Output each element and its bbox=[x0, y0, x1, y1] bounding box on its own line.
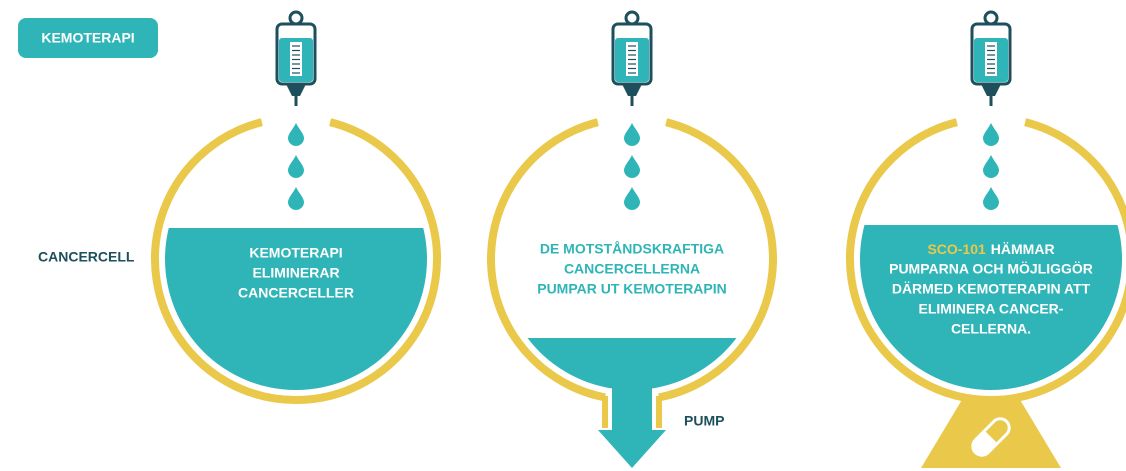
iv-neck bbox=[286, 84, 306, 96]
drop bbox=[983, 187, 999, 210]
panel-text: CANCERCELLERNA bbox=[564, 261, 700, 277]
panel-text-part: HÄMMAR bbox=[991, 241, 1055, 257]
iv-hanger bbox=[290, 12, 302, 24]
iv-neck bbox=[622, 84, 642, 96]
panel-text: CELLERNA. bbox=[951, 321, 1031, 337]
highlight-text: SCO-101 bbox=[927, 241, 986, 257]
diagram: KEMOTERAPI CANCERCELL PUMP KEMOTERAPI ELI… bbox=[0, 0, 1126, 471]
pedestal bbox=[921, 398, 1061, 468]
iv-neck bbox=[981, 84, 1001, 96]
panel-text: ELIMINERA CANCER- bbox=[919, 301, 1064, 317]
drop bbox=[983, 123, 999, 146]
badge-label: KEMOTERAPI bbox=[41, 30, 134, 46]
panel-text: KEMOTERAPI bbox=[249, 245, 342, 261]
panel-text: PUMPARNA OCH MÖJLIGGÖR bbox=[889, 261, 1093, 277]
drop bbox=[983, 155, 999, 178]
panel-text: PUMPAR UT KEMOTERAPIN bbox=[537, 281, 727, 297]
iv-hanger bbox=[985, 12, 997, 24]
drop bbox=[288, 155, 304, 178]
pump-stem bbox=[612, 380, 652, 432]
pump-arrow bbox=[598, 430, 666, 468]
iv-hanger bbox=[626, 12, 638, 24]
panel-text: CANCERCELLER bbox=[238, 285, 354, 301]
side-label: CANCERCELL bbox=[38, 249, 135, 265]
panel-text: DE MOTSTÅNDSKRAFTIGA bbox=[540, 241, 724, 257]
drop bbox=[288, 187, 304, 210]
drop bbox=[624, 123, 640, 146]
drop bbox=[624, 155, 640, 178]
drop bbox=[288, 123, 304, 146]
panel-text: DÄRMED KEMOTERAPIN ATT bbox=[892, 281, 1091, 297]
panel-text: ELIMINERAR bbox=[252, 265, 339, 281]
drop bbox=[624, 187, 640, 210]
panel-text: SCO-101 HÄMMAR bbox=[927, 241, 1054, 257]
pump-label: PUMP bbox=[684, 413, 724, 429]
page: KEMOTERAPI CANCERCELL PUMP KEMOTERAPI ELI… bbox=[0, 0, 1126, 471]
